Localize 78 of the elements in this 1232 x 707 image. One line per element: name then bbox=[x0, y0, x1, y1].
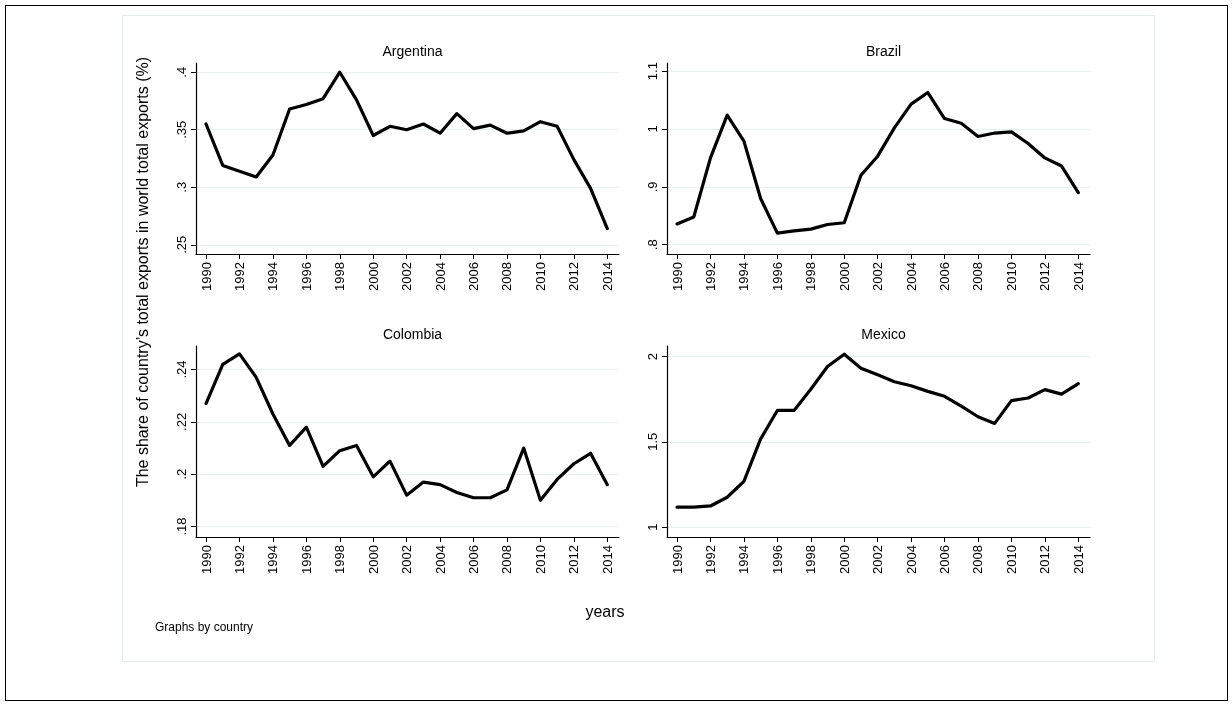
x-tick-label: 1996 bbox=[298, 262, 314, 291]
y-tick-label: .2 bbox=[174, 468, 189, 480]
y-tick-label: .18 bbox=[174, 517, 189, 536]
chart-title: Argentina bbox=[382, 43, 443, 59]
x-tick-label: 2014 bbox=[1070, 545, 1086, 574]
y-tick-label: 1 bbox=[645, 125, 660, 133]
line-series bbox=[675, 90, 1080, 235]
x-tick-label: 1990 bbox=[198, 262, 214, 291]
y-tick-label: .8 bbox=[645, 239, 660, 251]
y-tick-label: .3 bbox=[174, 181, 189, 193]
y-axis-title: The share of country’s total exports in world total exports (%) bbox=[134, 56, 152, 488]
y-tick-label: .24 bbox=[174, 360, 189, 379]
y-tick-label: .35 bbox=[174, 120, 189, 139]
y-tick-label: 2 bbox=[645, 352, 660, 361]
x-tick-label: 2002 bbox=[399, 262, 415, 291]
x-tick-label: 2014 bbox=[1070, 262, 1086, 291]
x-tick-label: 2004 bbox=[903, 262, 919, 291]
x-tick-label: 1998 bbox=[803, 262, 819, 291]
chart-title: Mexico bbox=[861, 326, 906, 342]
chart-title: Colombia bbox=[382, 326, 443, 342]
x-axis-title: years bbox=[585, 603, 625, 621]
x-tick-label: 1992 bbox=[231, 262, 247, 291]
x-tick-label: 1992 bbox=[702, 262, 718, 291]
x-tick-label: 2008 bbox=[499, 262, 515, 291]
x-tick-label: 2004 bbox=[432, 262, 448, 291]
x-tick-label: 2010 bbox=[532, 262, 548, 291]
x-tick-label: 2010 bbox=[1003, 545, 1019, 574]
x-tick-label: 2004 bbox=[432, 545, 448, 574]
x-tick-label: 1992 bbox=[702, 545, 718, 574]
line-series bbox=[675, 352, 1080, 509]
x-tick-label: 2012 bbox=[1037, 262, 1053, 291]
x-tick-label: 2000 bbox=[365, 262, 381, 291]
x-tick-label: 1998 bbox=[803, 545, 819, 574]
x-tick-label: 1990 bbox=[669, 545, 685, 574]
x-tick-label: 2008 bbox=[970, 545, 986, 574]
x-tick-label: 2006 bbox=[466, 262, 482, 291]
x-tick-label: 2012 bbox=[1037, 545, 1053, 574]
y-tick-label: .22 bbox=[174, 412, 189, 431]
y-tick-label: .4 bbox=[174, 66, 189, 78]
x-tick-label: 2002 bbox=[399, 545, 415, 574]
x-tick-label: 2000 bbox=[365, 545, 381, 574]
x-tick-label: 2012 bbox=[566, 545, 582, 574]
x-tick-label: 2014 bbox=[599, 545, 615, 574]
x-tick-label: 2004 bbox=[903, 545, 919, 574]
x-tick-label: 1998 bbox=[332, 262, 348, 291]
x-tick-label: 2006 bbox=[937, 262, 953, 291]
x-tick-label: 1990 bbox=[198, 545, 214, 574]
x-tick-label: 2006 bbox=[937, 545, 953, 574]
x-tick-label: 1996 bbox=[298, 545, 314, 574]
y-tick-label: 1.5 bbox=[645, 432, 660, 451]
y-tick-label: .9 bbox=[645, 181, 660, 193]
line-series bbox=[204, 352, 609, 502]
chart-title: Brazil bbox=[865, 43, 902, 59]
x-tick-label: 2000 bbox=[836, 262, 852, 291]
x-tick-label: 2006 bbox=[466, 545, 482, 574]
x-tick-label: 1990 bbox=[669, 262, 685, 291]
line-series bbox=[204, 70, 609, 231]
x-tick-label: 2002 bbox=[870, 262, 886, 291]
x-tick-label: 1994 bbox=[265, 545, 281, 574]
y-tick-label: 1 bbox=[645, 523, 660, 531]
x-tick-label: 1994 bbox=[736, 545, 752, 574]
x-tick-label: 2008 bbox=[499, 545, 515, 574]
x-tick-label: 1996 bbox=[769, 545, 785, 574]
x-tick-label: 2010 bbox=[532, 545, 548, 574]
x-tick-label: 2010 bbox=[1003, 262, 1019, 291]
y-tick-label: .25 bbox=[174, 235, 189, 254]
y-tick-label: 1.1 bbox=[645, 62, 660, 81]
x-tick-label: 1992 bbox=[231, 545, 247, 574]
x-tick-label: 1996 bbox=[769, 262, 785, 291]
x-tick-label: 2000 bbox=[836, 545, 852, 574]
x-tick-label: 2008 bbox=[970, 262, 986, 291]
x-tick-label: 1994 bbox=[265, 262, 281, 291]
x-tick-label: 1994 bbox=[736, 262, 752, 291]
x-tick-label: 2014 bbox=[599, 262, 615, 291]
text: Graphs by country bbox=[155, 620, 254, 634]
x-tick-label: 2002 bbox=[870, 545, 886, 574]
x-tick-label: 2012 bbox=[566, 262, 582, 291]
x-tick-label: 1998 bbox=[332, 545, 348, 574]
